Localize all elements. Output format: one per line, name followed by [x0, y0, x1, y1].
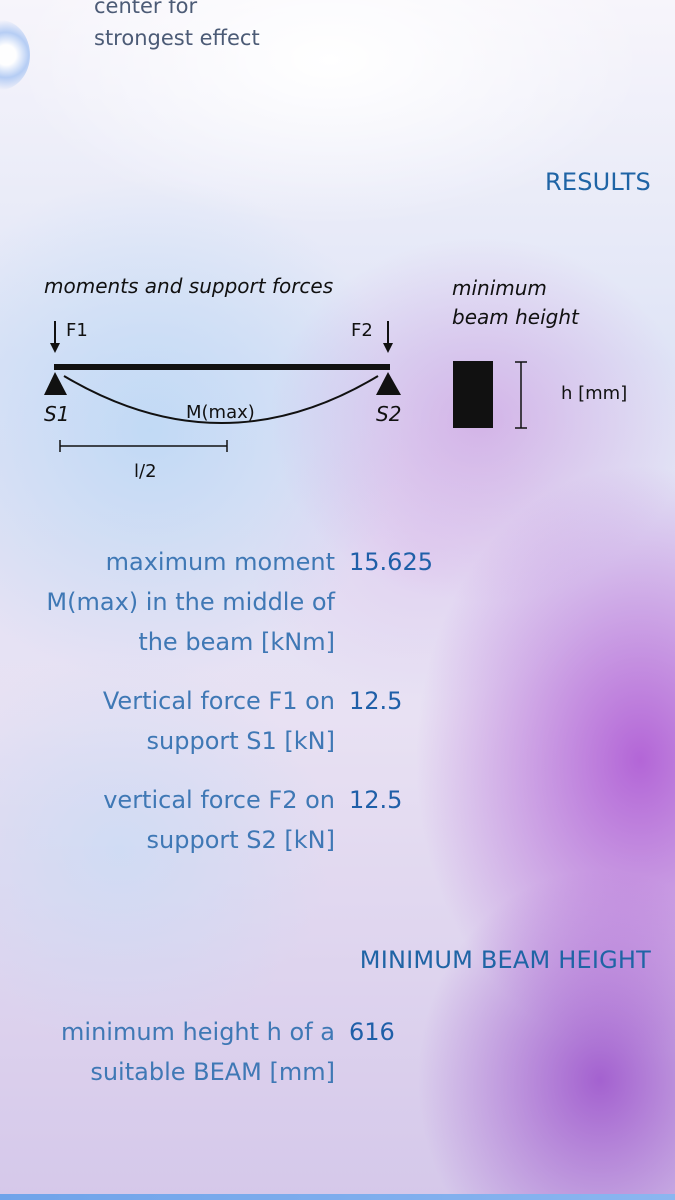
- half-length-dimension: [59, 440, 228, 452]
- half-length-label: l/2: [134, 461, 157, 482]
- caption-line: beam height: [452, 305, 579, 329]
- diagram-caption-moments: moments and support forces: [44, 274, 334, 298]
- support-s2-icon: [376, 372, 401, 395]
- force-arrow-f2-icon: [383, 321, 393, 353]
- result-label-line: Vertical force F1 on: [102, 687, 335, 715]
- height-label: h [mm]: [561, 383, 627, 404]
- result-label-line: the beam [kNm]: [138, 628, 335, 656]
- moment-curve: [63, 375, 379, 424]
- description-line: strongest effect: [94, 26, 260, 50]
- min-beam-height-section-title: MINIMUM BEAM HEIGHT: [359, 946, 651, 974]
- support-label-s2: S2: [376, 402, 401, 426]
- support-label-s1: S1: [44, 402, 69, 426]
- caption-line: minimum: [452, 276, 547, 300]
- force-label-f2: F2: [351, 320, 373, 341]
- result-label-line: vertical force F2 on: [103, 786, 335, 814]
- result-value-force-f2: 12.5: [349, 786, 403, 814]
- result-label-line: minimum height h of a: [61, 1018, 335, 1046]
- result-label-line: support S1 [kN]: [146, 727, 335, 755]
- moment-label-mmax: M(max): [186, 402, 255, 423]
- truncated-description-text: center for strongest effect: [94, 0, 260, 54]
- description-line: center for: [94, 0, 198, 18]
- result-label-line: suitable BEAM [mm]: [90, 1058, 335, 1086]
- result-value-force-f1: 12.5: [349, 687, 403, 715]
- result-value-max-moment: 15.625: [349, 548, 433, 576]
- diagram-caption-min-height: minimum beam height: [452, 274, 579, 332]
- result-label-line: maximum moment: [105, 548, 335, 576]
- result-value-min-height: 616: [349, 1018, 395, 1046]
- result-label-line: support S2 [kN]: [146, 826, 335, 854]
- force-label-f1: F1: [66, 320, 88, 341]
- support-s1-icon: [44, 372, 67, 395]
- results-section-title: RESULTS: [544, 168, 651, 196]
- result-label: maximum moment M(max) in the middle of t…: [15, 542, 335, 662]
- height-dimension-icon: [515, 361, 527, 429]
- beam-diagram: F1 F2 S1 S2 M(max) l/2 h [mm]: [44, 320, 627, 482]
- force-arrow-f1-icon: [50, 321, 60, 353]
- bottom-bar: [0, 1194, 675, 1200]
- result-label: Vertical force F1 on support S1 [kN]: [15, 681, 335, 761]
- beam-cross-section-icon: [453, 361, 493, 428]
- result-label-line: M(max) in the middle of: [46, 588, 335, 616]
- result-label: minimum height h of a suitable BEAM [mm]: [15, 1012, 335, 1092]
- result-label: vertical force F2 on support S2 [kN]: [15, 780, 335, 860]
